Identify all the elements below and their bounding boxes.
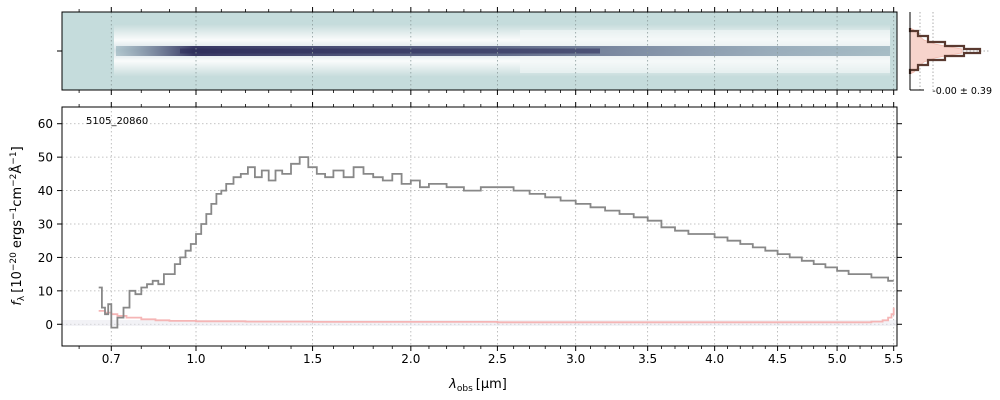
- x-tick-label: 1.5: [303, 352, 322, 366]
- y-axis-label-exp-d: −1: [9, 151, 19, 164]
- x-tick-label: 3.5: [638, 352, 657, 366]
- y-axis-label-exp-b: −1: [9, 207, 19, 220]
- x-axis-label-unit: [μm]: [476, 377, 507, 392]
- flux-line: [98, 156, 894, 329]
- y-tick-labels: 0 10 20 30 40 50 60: [38, 117, 53, 332]
- spectrum-2d-ticks: [78, 7, 895, 95]
- zero-band: [62, 320, 897, 326]
- spectrum-1d-ticks: [57, 102, 902, 351]
- x-tick-label: 3.0: [566, 352, 585, 366]
- uncertainty-line: [98, 307, 895, 324]
- profile-panel: -0.00 ± 0.39: [908, 12, 992, 97]
- y-axis-label-exp-a: −20: [9, 252, 19, 271]
- spectrum-1d-frame: [61, 106, 898, 347]
- y-tick-label: 50: [38, 151, 53, 165]
- y-tick-label: 60: [38, 117, 53, 131]
- x-tick-label: 1.0: [186, 352, 205, 366]
- y-axis-label-unit-c: cm: [10, 187, 25, 207]
- spectrum-2d-panel: [57, 7, 898, 95]
- x-tick-label: 2.5: [488, 352, 507, 366]
- y-tick-label: 30: [38, 217, 53, 231]
- x-tick-label: 5.0: [828, 352, 847, 366]
- spectrum-2d-trace-core: [180, 48, 600, 54]
- x-tick-labels: 0.7 1.0 1.5 2.0 2.5 3.0 3.5 4.0 4.5 5.0 5.5: [102, 352, 903, 366]
- x-axis-label-sub: obs: [457, 384, 473, 394]
- x-tick-label: 4.0: [705, 352, 724, 366]
- y-tick-label: 40: [38, 184, 53, 198]
- y-tick-label: 10: [38, 284, 53, 298]
- y-tick-label: 0: [45, 318, 53, 332]
- profile-line: [908, 28, 982, 74]
- x-axis-label: λobs [μm]: [448, 377, 507, 394]
- y-axis-label-exp-c: −2: [9, 174, 19, 187]
- y-axis-label: fλ[10−20ergs−1cm−2Å−1]: [9, 146, 27, 305]
- y-axis-label-unit-a: [10: [10, 271, 25, 293]
- x-axis-label-main: λ: [448, 377, 457, 392]
- x-tick-label: 5.5: [884, 352, 903, 366]
- x-tick-label: 0.7: [102, 352, 121, 366]
- profile-annotation: -0.00 ± 0.39: [932, 86, 992, 97]
- y-tick-label: 20: [38, 251, 53, 265]
- x-tick-label: 2.0: [401, 352, 420, 366]
- spectrum-2d-grid: [110, 12, 895, 90]
- y-axis-label-unit-b: ergs: [10, 220, 25, 248]
- object-label: 5105_20860: [86, 116, 148, 127]
- y-axis-label-sub: λ: [17, 295, 27, 301]
- x-tick-label: 4.5: [768, 352, 787, 366]
- y-axis-label-unit-e: ]: [10, 146, 25, 151]
- y-axis-label-main: f: [10, 299, 25, 306]
- spectrum-1d-panel: 0.7 1.0 1.5 2.0 2.5 3.0 3.5 4.0 4.5 5.0 5.5 0 10 20 3…: [9, 102, 903, 394]
- spectrum-1d-background: [62, 107, 897, 346]
- y-axis-label-unit-d: Å: [9, 165, 25, 174]
